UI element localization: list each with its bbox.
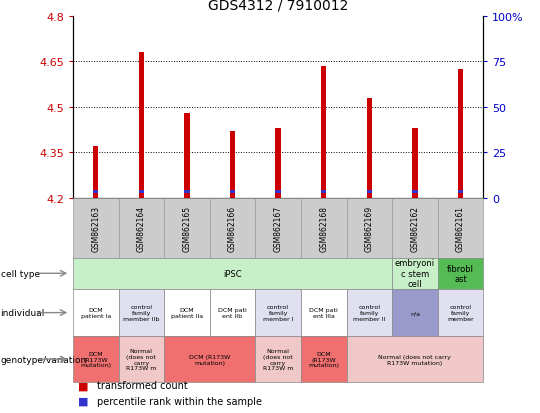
Bar	[392, 289, 438, 337]
Text: individual: individual	[1, 309, 45, 317]
Bar	[118, 198, 164, 258]
Text: genotype/variation: genotype/variation	[1, 355, 87, 364]
Bar	[347, 198, 392, 258]
Bar	[255, 289, 301, 337]
Text: DCM pati
ent IIb: DCM pati ent IIb	[218, 307, 247, 318]
Bar	[255, 337, 301, 382]
Bar	[275, 128, 281, 198]
Text: control
family
member IIb: control family member IIb	[123, 304, 159, 321]
Text: fibrobl
ast: fibrobl ast	[447, 264, 474, 283]
Bar	[210, 198, 255, 258]
Text: GSM862161: GSM862161	[456, 205, 465, 251]
Bar	[438, 289, 483, 337]
Bar	[367, 98, 372, 198]
Bar	[367, 190, 372, 194]
Bar	[164, 337, 255, 382]
Bar	[301, 337, 347, 382]
Bar	[301, 198, 347, 258]
Text: ■: ■	[78, 396, 89, 406]
Bar	[73, 198, 118, 258]
Text: DCM
patient Ia: DCM patient Ia	[80, 307, 111, 318]
Bar	[347, 289, 392, 337]
Text: GSM862164: GSM862164	[137, 205, 146, 251]
Text: GSM862167: GSM862167	[274, 205, 282, 251]
Text: DCM
(R173W
mutation): DCM (R173W mutation)	[308, 351, 339, 368]
Bar	[93, 147, 98, 198]
Text: ■: ■	[78, 380, 89, 390]
Bar	[139, 53, 144, 198]
Text: embryoni
c stem
cell: embryoni c stem cell	[395, 259, 435, 288]
Bar	[275, 190, 281, 194]
Bar	[73, 289, 118, 337]
Bar	[301, 289, 347, 337]
Bar	[458, 69, 463, 198]
Text: Normal
(does not
carry
R173W m: Normal (does not carry R173W m	[263, 348, 293, 370]
Bar	[412, 190, 417, 194]
Bar	[255, 198, 301, 258]
Text: DCM
patient IIa: DCM patient IIa	[171, 307, 203, 318]
Text: DCM pati
ent IIIa: DCM pati ent IIIa	[309, 307, 338, 318]
Bar	[118, 337, 164, 382]
Text: transformed count: transformed count	[97, 380, 188, 390]
Bar	[164, 198, 210, 258]
Bar	[184, 190, 190, 194]
Text: GSM862162: GSM862162	[410, 205, 420, 251]
Bar	[210, 289, 255, 337]
Bar	[93, 190, 98, 194]
Text: control
family
member I: control family member I	[263, 304, 293, 321]
Text: percentile rank within the sample: percentile rank within the sample	[97, 396, 262, 406]
Bar	[458, 190, 463, 194]
Bar	[321, 66, 327, 198]
Text: iPSC: iPSC	[223, 269, 242, 278]
Text: GSM862169: GSM862169	[365, 205, 374, 251]
Text: GSM862168: GSM862168	[319, 205, 328, 251]
Text: cell type: cell type	[1, 269, 39, 278]
Bar	[230, 132, 235, 198]
Text: DCM (R173W
mutation): DCM (R173W mutation)	[189, 354, 231, 365]
Bar	[412, 128, 417, 198]
Bar	[118, 289, 164, 337]
Bar	[73, 337, 118, 382]
Title: GDS4312 / 7910012: GDS4312 / 7910012	[208, 0, 348, 12]
Text: n/a: n/a	[410, 310, 420, 316]
Bar	[139, 190, 144, 194]
Bar	[164, 289, 210, 337]
Bar	[230, 190, 235, 194]
Text: Normal
(does not
carry
R173W m: Normal (does not carry R173W m	[126, 348, 157, 370]
Bar	[392, 258, 438, 289]
Text: DCM
(R173W
mutation): DCM (R173W mutation)	[80, 351, 111, 368]
Bar	[347, 337, 483, 382]
Bar	[73, 258, 392, 289]
Bar	[392, 198, 438, 258]
Bar	[184, 114, 190, 198]
Text: Normal (does not carry
R173W mutation): Normal (does not carry R173W mutation)	[379, 354, 451, 365]
Text: control
family
member: control family member	[447, 304, 474, 321]
Text: control
family
member II: control family member II	[353, 304, 386, 321]
Bar	[321, 190, 327, 194]
Bar	[438, 258, 483, 289]
Bar	[438, 198, 483, 258]
Text: GSM862163: GSM862163	[91, 205, 100, 251]
Text: GSM862165: GSM862165	[183, 205, 191, 251]
Text: GSM862166: GSM862166	[228, 205, 237, 251]
